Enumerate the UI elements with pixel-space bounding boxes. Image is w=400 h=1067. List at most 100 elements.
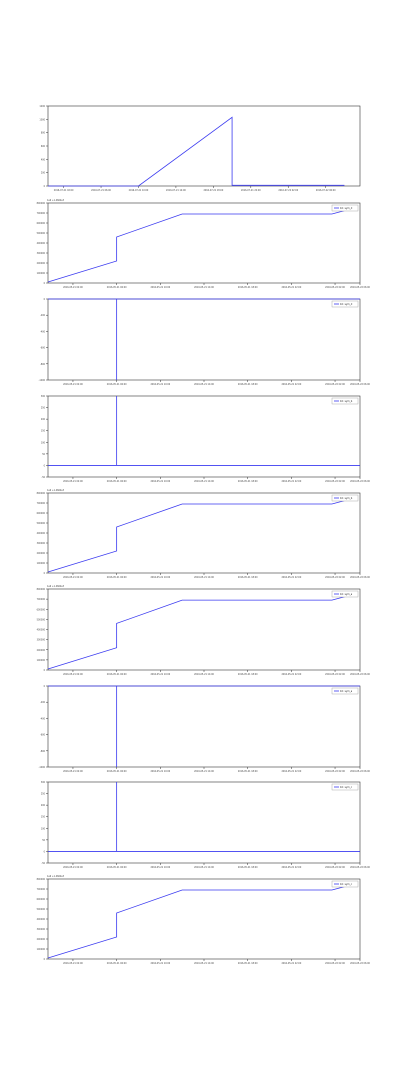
y-tick-label: 400000 [37, 532, 46, 535]
x-tick-label: 2016-05-22 02:00 [325, 383, 345, 386]
y-tick-label: 400000 [37, 242, 46, 245]
y-tick-label: 100000 [37, 272, 46, 275]
y-tick-label: -400 [40, 330, 46, 333]
y-tick-label: 400 [41, 158, 46, 161]
x-tick-label: 2016-05-21 22:00 [282, 866, 302, 869]
y-tick-label: 0 [44, 464, 46, 467]
y-tick-label: 200 [41, 804, 46, 807]
y-tick-label: 500000 [37, 232, 46, 235]
x-tick-label: 2016-05-21 02:00 [63, 770, 83, 773]
axes-frame [47, 298, 361, 381]
x-tick-label: 2016-05-21 10:00 [150, 770, 170, 773]
x-tick-label: 2016-05-21 18:00 [238, 286, 258, 289]
x-tick-label: 2016-05-21 22:00 [282, 383, 302, 386]
legend-label: 10: sym_c [340, 786, 353, 789]
x-tick-label: 2016-05-22 06:00 [350, 480, 370, 483]
y-tick-label: 600000 [37, 222, 46, 225]
y-tick-label: 800000 [37, 878, 46, 881]
legend: 10: sym_d [331, 204, 359, 212]
axis-offset-text: 1e6 +1.4662e3 [47, 199, 65, 202]
axes-frame [47, 878, 361, 960]
y-tick-label: 400000 [37, 629, 46, 632]
axis-offset-text: 1e6 +1.4662e3 [47, 489, 65, 492]
y-tick-label: 100 [41, 441, 46, 444]
x-tick-label: 2016-05-21 14:00 [194, 866, 214, 869]
y-tick-label: -50 [41, 476, 45, 479]
series-line-1 [47, 208, 351, 283]
y-tick-label: 250 [41, 407, 46, 410]
x-tick-label: 2016-05-21 10:00 [150, 480, 170, 483]
y-tick-label: 500000 [37, 908, 46, 911]
legend: 10: sym_c [331, 880, 359, 888]
chart-panel-8: -50 0 50 100 150 200 250 300 2016-05-21 02:00 201… [41, 781, 371, 869]
x-tick-label: 2016-05-22 06:00 [350, 383, 370, 386]
y-tick-label: -200 [40, 701, 46, 704]
y-tick-label: 600 [41, 145, 46, 148]
y-tick-label: -800 [40, 750, 46, 753]
y-tick-label: 100 [41, 827, 46, 830]
x-tick-label: 2016-07-22 02:00 [278, 189, 298, 192]
legend-label: 10: sym_c [340, 883, 353, 886]
y-tick-label: 500000 [37, 522, 46, 525]
y-tick-label: 50 [42, 839, 45, 842]
legend-box [331, 590, 359, 598]
y-tick-label: 200000 [37, 938, 46, 941]
legend: 10: sym_a [331, 590, 359, 598]
legend-box [331, 300, 359, 308]
x-tick-label: 2016-05-21 10:00 [150, 866, 170, 869]
x-tick-label: 2016-05-21 10:00 [150, 383, 170, 386]
y-tick-label: 200 [41, 418, 46, 421]
x-tick-label: 2016-05-21 14:00 [194, 480, 214, 483]
x-tick-label: 2016-05-22 02:00 [325, 866, 345, 869]
axes-frame [47, 202, 361, 284]
legend: 10: sym_d [331, 300, 359, 308]
x-tick-label: 2016-05-21 06:00 [107, 770, 127, 773]
legend-label: 10: sym_d [340, 207, 353, 210]
y-tick-label: 200 [41, 172, 46, 175]
x-tick-label: 2016-05-21 22:00 [282, 770, 302, 773]
x-tick-label: 2016-05-21 14:00 [194, 962, 214, 965]
axes-frame [47, 685, 361, 768]
chart-panel-2: 0 100000 200000 300000 400000 500000 600000 700… [37, 199, 371, 289]
legend-box [331, 783, 359, 791]
x-tick-label: 2016-05-21 22:00 [282, 673, 302, 676]
chart-panel-7: -1000 -800 -600 -400 -200 0 2016-05-21 02:00 20… [39, 685, 371, 773]
y-tick-label: -1000 [39, 379, 46, 382]
y-tick-label: 50 [42, 453, 45, 456]
y-tick-label: 800000 [37, 202, 46, 205]
x-tick-label: 2016-05-21 14:00 [194, 770, 214, 773]
x-tick-label: 2016-05-21 06:00 [107, 383, 127, 386]
x-tick-label: 2016-07-21 06:00 [91, 189, 111, 192]
chart-panel-6: 0 100000 200000 300000 400000 500000 600000 700… [37, 585, 371, 676]
x-tick-label: 2016-05-21 02:00 [63, 673, 83, 676]
x-tick-label: 2016-05-21 18:00 [238, 866, 258, 869]
series-line-1 [47, 884, 351, 959]
x-tick-label: 2016-05-22 06:00 [350, 962, 370, 965]
x-tick-label: 2016-05-21 06:00 [107, 962, 127, 965]
y-tick-label: -600 [40, 734, 46, 737]
y-tick-label: 600000 [37, 898, 46, 901]
y-tick-label: 0 [44, 298, 46, 301]
y-tick-label: 1000 [39, 118, 45, 121]
x-tick-label: 2016-05-21 18:00 [238, 383, 258, 386]
x-tick-label: 2016-05-21 02:00 [63, 383, 83, 386]
x-tick-label: 2016-05-22 02:00 [325, 770, 345, 773]
x-tick-label: 2016-05-21 22:00 [282, 286, 302, 289]
x-tick-label: 2016-05-21 10:00 [150, 962, 170, 965]
legend-box [331, 397, 359, 405]
axis-offset-text: 1e6 +1.4662e3 [47, 585, 65, 588]
chart-panel-1: 0 200 400 600 800 1000 1200 2016-07-21 02:00 201… [39, 105, 361, 192]
x-tick-label: 2016-05-21 10:00 [150, 673, 170, 676]
y-tick-label: 0 [44, 185, 46, 188]
x-tick-label: 2016-07-21 18:00 [204, 189, 224, 192]
y-tick-label: 250 [41, 793, 46, 796]
x-tick-label: 2016-05-21 10:00 [150, 576, 170, 579]
y-tick-label: 0 [44, 685, 46, 688]
series-line-1 [47, 498, 351, 573]
x-tick-label: 2016-05-21 06:00 [107, 480, 127, 483]
x-tick-label: 2016-05-22 06:00 [350, 673, 370, 676]
x-tick-label: 2016-05-21 06:00 [107, 286, 127, 289]
x-tick-label: 2016-05-22 02:00 [325, 480, 345, 483]
y-tick-label: 1200 [39, 105, 45, 108]
